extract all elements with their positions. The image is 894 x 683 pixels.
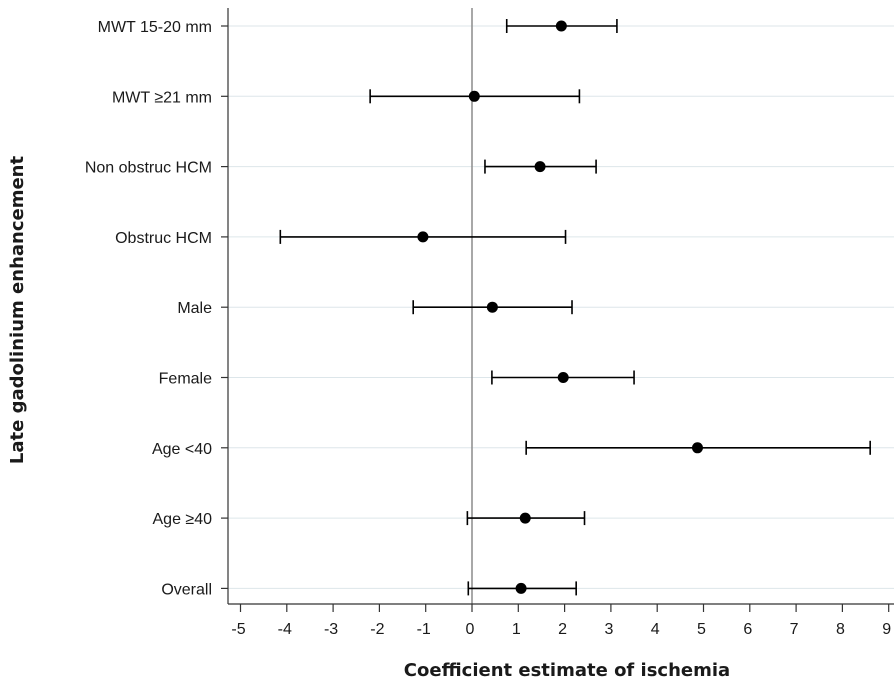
x-tick-label: 6 <box>743 621 752 638</box>
row-label: Non obstruc HCM <box>85 160 212 177</box>
x-tick-label: -3 <box>324 621 338 638</box>
estimate-rows: MWT 15-20 mm MWT ≥21 mm Non obstruc HCM Obs… <box>85 19 871 598</box>
x-tick-label: 7 <box>790 621 799 638</box>
x-tick-label: 0 <box>466 621 475 638</box>
row-label: MWT 15-20 mm <box>98 19 212 36</box>
x-tick-label: 8 <box>836 621 845 638</box>
estimate-point <box>557 372 569 383</box>
y-axis-title: Late gadolinium enhancement <box>7 156 28 465</box>
x-tick-label: -5 <box>231 621 245 638</box>
row-label: Male <box>177 300 212 317</box>
row-label: Age <40 <box>152 441 212 458</box>
estimate-point <box>515 582 527 594</box>
x-axis: -5 -4 -3 -2 -1 0 1 2 3 4 5 6 7 8 9 <box>221 8 894 638</box>
x-tick-label: 4 <box>651 621 660 638</box>
estimate-point <box>555 20 567 32</box>
x-tick-label: 3 <box>604 621 613 638</box>
x-tick-label: -2 <box>370 621 384 638</box>
x-axis-title: Coefficient estimate of ischemia <box>404 660 730 681</box>
estimate-point <box>486 301 498 313</box>
x-tick-label: 9 <box>882 621 891 638</box>
x-tick-label: 2 <box>558 621 567 638</box>
estimate-point <box>519 512 531 524</box>
estimate-point <box>534 161 546 173</box>
row-label: Obstruc HCM <box>115 230 212 247</box>
x-tick-label: -4 <box>278 621 292 638</box>
row-label: Age ≥40 <box>153 511 213 528</box>
row-label: MWT ≥21 mm <box>112 89 212 106</box>
estimate-point <box>468 90 480 102</box>
x-tick-label: -1 <box>417 621 431 638</box>
estimate-point <box>417 231 429 243</box>
row-label: Overall <box>161 581 212 598</box>
x-tick-label: 5 <box>697 621 706 638</box>
row-label: Female <box>159 371 212 388</box>
x-tick-label: 1 <box>512 621 521 638</box>
estimate-point <box>691 442 703 454</box>
